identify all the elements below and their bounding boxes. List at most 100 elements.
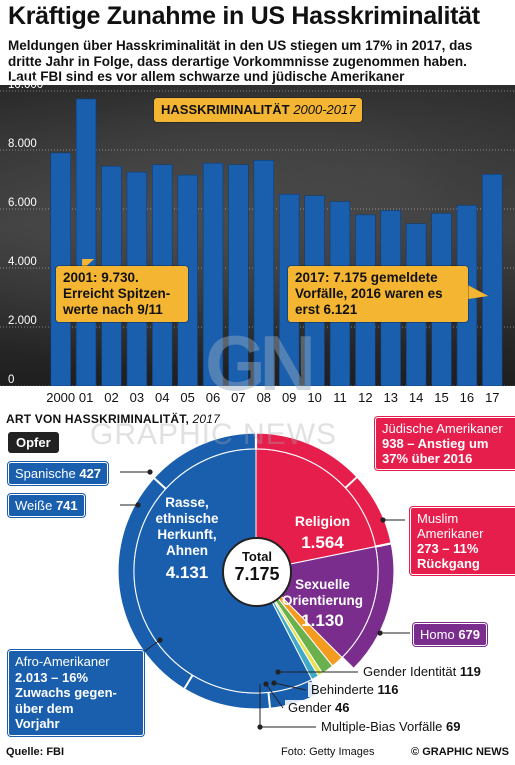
x-tick-label: 08 [257, 390, 271, 405]
victim-line: Rückgang [417, 556, 480, 571]
victim-line: 37% über 2016 [382, 451, 473, 466]
slice-value: 116 [377, 682, 399, 697]
victim-label-juedische-amerikaner: Jüdische Amerikaner 938 – Anstieg um 37%… [375, 417, 515, 470]
victim-name: Homo [420, 627, 455, 642]
victims-label: Opfer [8, 432, 59, 453]
annotation-line: erst 6.121 [295, 302, 358, 317]
slice-label-line: Sexuelle [295, 577, 350, 592]
page-title: Kräftige Zunahme in US Hasskriminalität [8, 2, 480, 30]
watermark-text: GRAPHIC NEWS [90, 418, 338, 451]
slice-value-sexuelle-orientierung: 1.130 [301, 611, 344, 630]
x-tick-label: 05 [180, 390, 194, 405]
slice-name: Multiple-Bias Vorfälle [321, 719, 443, 734]
pie-total-value: 7.175 [234, 564, 280, 584]
slice-value-rasse: 4.131 [165, 563, 209, 582]
leader-dot [380, 517, 386, 523]
x-tick-label: 01 [79, 390, 93, 405]
victim-line: 273 – 11% [417, 541, 479, 556]
slice-label-multiple-bias: Multiple-Bias Vorfälle 69 [318, 719, 464, 734]
victim-value: 741 [55, 498, 78, 513]
victim-line: Zuwachs gegen- [15, 685, 117, 700]
annotation-line: Vorfälle, 2016 waren es [295, 286, 443, 301]
slice-label-rasse: Rasse, ethnische Herkunft, Ahnen 4.131 [132, 495, 242, 581]
victim-line: Jüdische Amerikaner [382, 421, 503, 436]
pie-title-text: ART VON HASSKRIMINALITÄT, [6, 412, 189, 426]
slice-label-behinderte: Behinderte 116 [308, 682, 402, 697]
victim-label-weisse: Weiße 741 [8, 494, 85, 517]
leader-dot [263, 681, 269, 687]
leader-line [273, 682, 307, 691]
copyright-credit: © GRAPHIC NEWS [411, 746, 509, 758]
y-tick-label: 0 [8, 374, 14, 386]
x-tick-label: 14 [409, 390, 423, 405]
pie-chart-title: ART VON HASSKRIMINALITÄT, 2017 [6, 412, 220, 426]
victim-label-afro-amerikaner: Afro-Amerikaner 2.013 – 16% Zuwachs gege… [8, 650, 144, 736]
victim-line: 938 – Anstieg um [382, 436, 489, 451]
pie-total-label: Total [241, 549, 273, 564]
x-tick-label: 16 [460, 390, 474, 405]
source-text: Quelle: FBI [6, 746, 65, 758]
x-tick-label: 2000 [46, 390, 75, 405]
y-tick-label: 6.000 [8, 197, 37, 209]
annotation-line: Erreicht Spitzen- [63, 286, 171, 301]
annotation-line: 2001: 9.730. [63, 270, 139, 285]
victim-line: 2.013 – 16% [15, 669, 89, 685]
intro-text: Meldungen über Hasskriminalität in den U… [8, 38, 508, 85]
slice-value-religion: 1.564 [301, 533, 344, 552]
victim-label-muslim-amerikaner: Muslim Amerikaner 273 – 11% Rückgang [410, 507, 515, 575]
x-tick-label: 13 [384, 390, 398, 405]
bar [482, 174, 503, 387]
ring-divider [343, 475, 359, 490]
slice-value: 69 [446, 719, 461, 734]
intro-line: Laut FBI sind es vor allem schwarze und … [8, 69, 405, 84]
slice-label-gender-identitaet: Gender Identität 119 [360, 664, 484, 679]
slice-label-line: Ahnen [166, 543, 208, 558]
pie-slice [255, 448, 377, 572]
x-tick-label: 12 [358, 390, 372, 405]
bar-chart-title-text: HASSKRIMINALITÄT [161, 102, 290, 117]
y-tick-label: 2.000 [8, 315, 37, 327]
victim-name: Spanische [15, 466, 76, 481]
x-tick-label: 04 [155, 390, 169, 405]
intro-line: Meldungen über Hasskriminalität in den U… [8, 38, 473, 53]
leader-dot [377, 630, 383, 636]
slice-label-sexuelle-orientierung: Sexuelle Orientierung 1.130 [265, 577, 380, 629]
ring-divider [182, 673, 194, 691]
photo-credit: Foto: Getty Images [281, 746, 375, 758]
bar-chart-title-years: 2000-2017 [293, 102, 356, 117]
ring-divider [152, 476, 168, 491]
victim-line: Afro-Amerikaner [15, 654, 110, 669]
victim-line: Muslim [417, 511, 459, 526]
victim-line: Amerikaner [417, 526, 484, 541]
leader-dot [135, 502, 141, 508]
slice-name: Gender Identität [363, 664, 457, 679]
annotation-line: werte nach 9/11 [63, 302, 163, 317]
leader-dot [157, 637, 163, 643]
victim-label-spanische: Spanische 427 [8, 462, 109, 485]
slice-name: Behinderte [311, 682, 374, 697]
victim-line: über dem [15, 700, 74, 716]
leader-dot [275, 669, 281, 675]
pie-total-circle: Total 7.175 [222, 537, 292, 607]
bar [75, 98, 97, 387]
slice-value: 46 [335, 700, 350, 715]
x-tick-label: 15 [434, 390, 448, 405]
slice-label-line: Religion [294, 513, 351, 529]
x-tick-label: 10 [307, 390, 321, 405]
ring-divider [267, 691, 272, 710]
victim-value: 427 [79, 466, 102, 481]
watermark-logo: GN [205, 319, 316, 407]
x-tick-label: 03 [130, 390, 144, 405]
leader-dot [147, 469, 153, 475]
annotation-2017: 2017: 7.175 gemeldete Vorfälle, 2016 war… [288, 266, 468, 322]
x-tick-label: 07 [231, 390, 245, 405]
slice-name: Gender [288, 700, 332, 715]
slice-value: 119 [459, 664, 481, 679]
y-tick-label: 8.000 [8, 138, 37, 150]
bar-chart-title: HASSKRIMINALITÄT 2000-2017 [154, 98, 363, 122]
slice-label-line: Herkunft, [157, 527, 217, 542]
leader-line [265, 683, 284, 709]
x-tick-label: 17 [485, 390, 499, 405]
victim-line: Vorjahr [15, 716, 60, 731]
slice-label-religion: Religion 1.564 [275, 513, 370, 553]
